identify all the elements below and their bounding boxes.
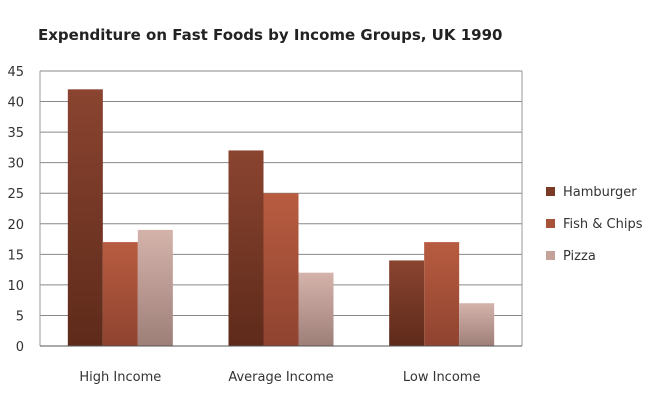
legend-swatch: [546, 219, 555, 228]
bar-hamburger-high-income: [67, 89, 103, 346]
y-tick-label: 35: [7, 126, 24, 141]
legend-swatch: [546, 187, 555, 196]
bar-hamburger-average-income: [228, 150, 264, 346]
bar-fish-chips-average-income: [263, 193, 299, 346]
legend-label: Pizza: [563, 249, 596, 264]
y-tick-label: 20: [7, 218, 24, 233]
legend: Hamburger Fish & Chips Pizza: [546, 185, 643, 264]
x-axis-categories: High Income Average Income Low Income: [79, 370, 480, 385]
legend-swatch: [546, 251, 555, 260]
y-tick-label: 40: [7, 96, 24, 111]
legend-label: Hamburger: [563, 185, 637, 200]
y-tick-label: 15: [7, 248, 24, 263]
y-tick-label: 25: [7, 187, 24, 202]
x-category-label: High Income: [79, 370, 161, 385]
bar-hamburger-low-income: [389, 260, 425, 346]
bar-fish-chips-low-income: [424, 242, 460, 346]
y-tick-label: 30: [7, 157, 24, 172]
x-category-label: Low Income: [403, 370, 481, 385]
bar-pizza-average-income: [298, 272, 334, 346]
legend-label: Fish & Chips: [563, 217, 643, 232]
bar-fish-chips-high-income: [102, 242, 138, 346]
y-tick-label: 5: [16, 309, 24, 324]
y-tick-label: 45: [7, 65, 24, 80]
bars: [67, 89, 495, 346]
bar-pizza-low-income: [459, 303, 495, 346]
bar-pizza-high-income: [137, 229, 173, 346]
x-category-label: Average Income: [228, 370, 333, 385]
y-tick-label: 10: [7, 279, 24, 294]
y-tick-label: 0: [16, 340, 24, 355]
chart-title: Expenditure on Fast Foods by Income Grou…: [38, 26, 502, 44]
y-axis-ticks: 0 5 10 15 20 25 30 35 40 45: [7, 65, 24, 355]
